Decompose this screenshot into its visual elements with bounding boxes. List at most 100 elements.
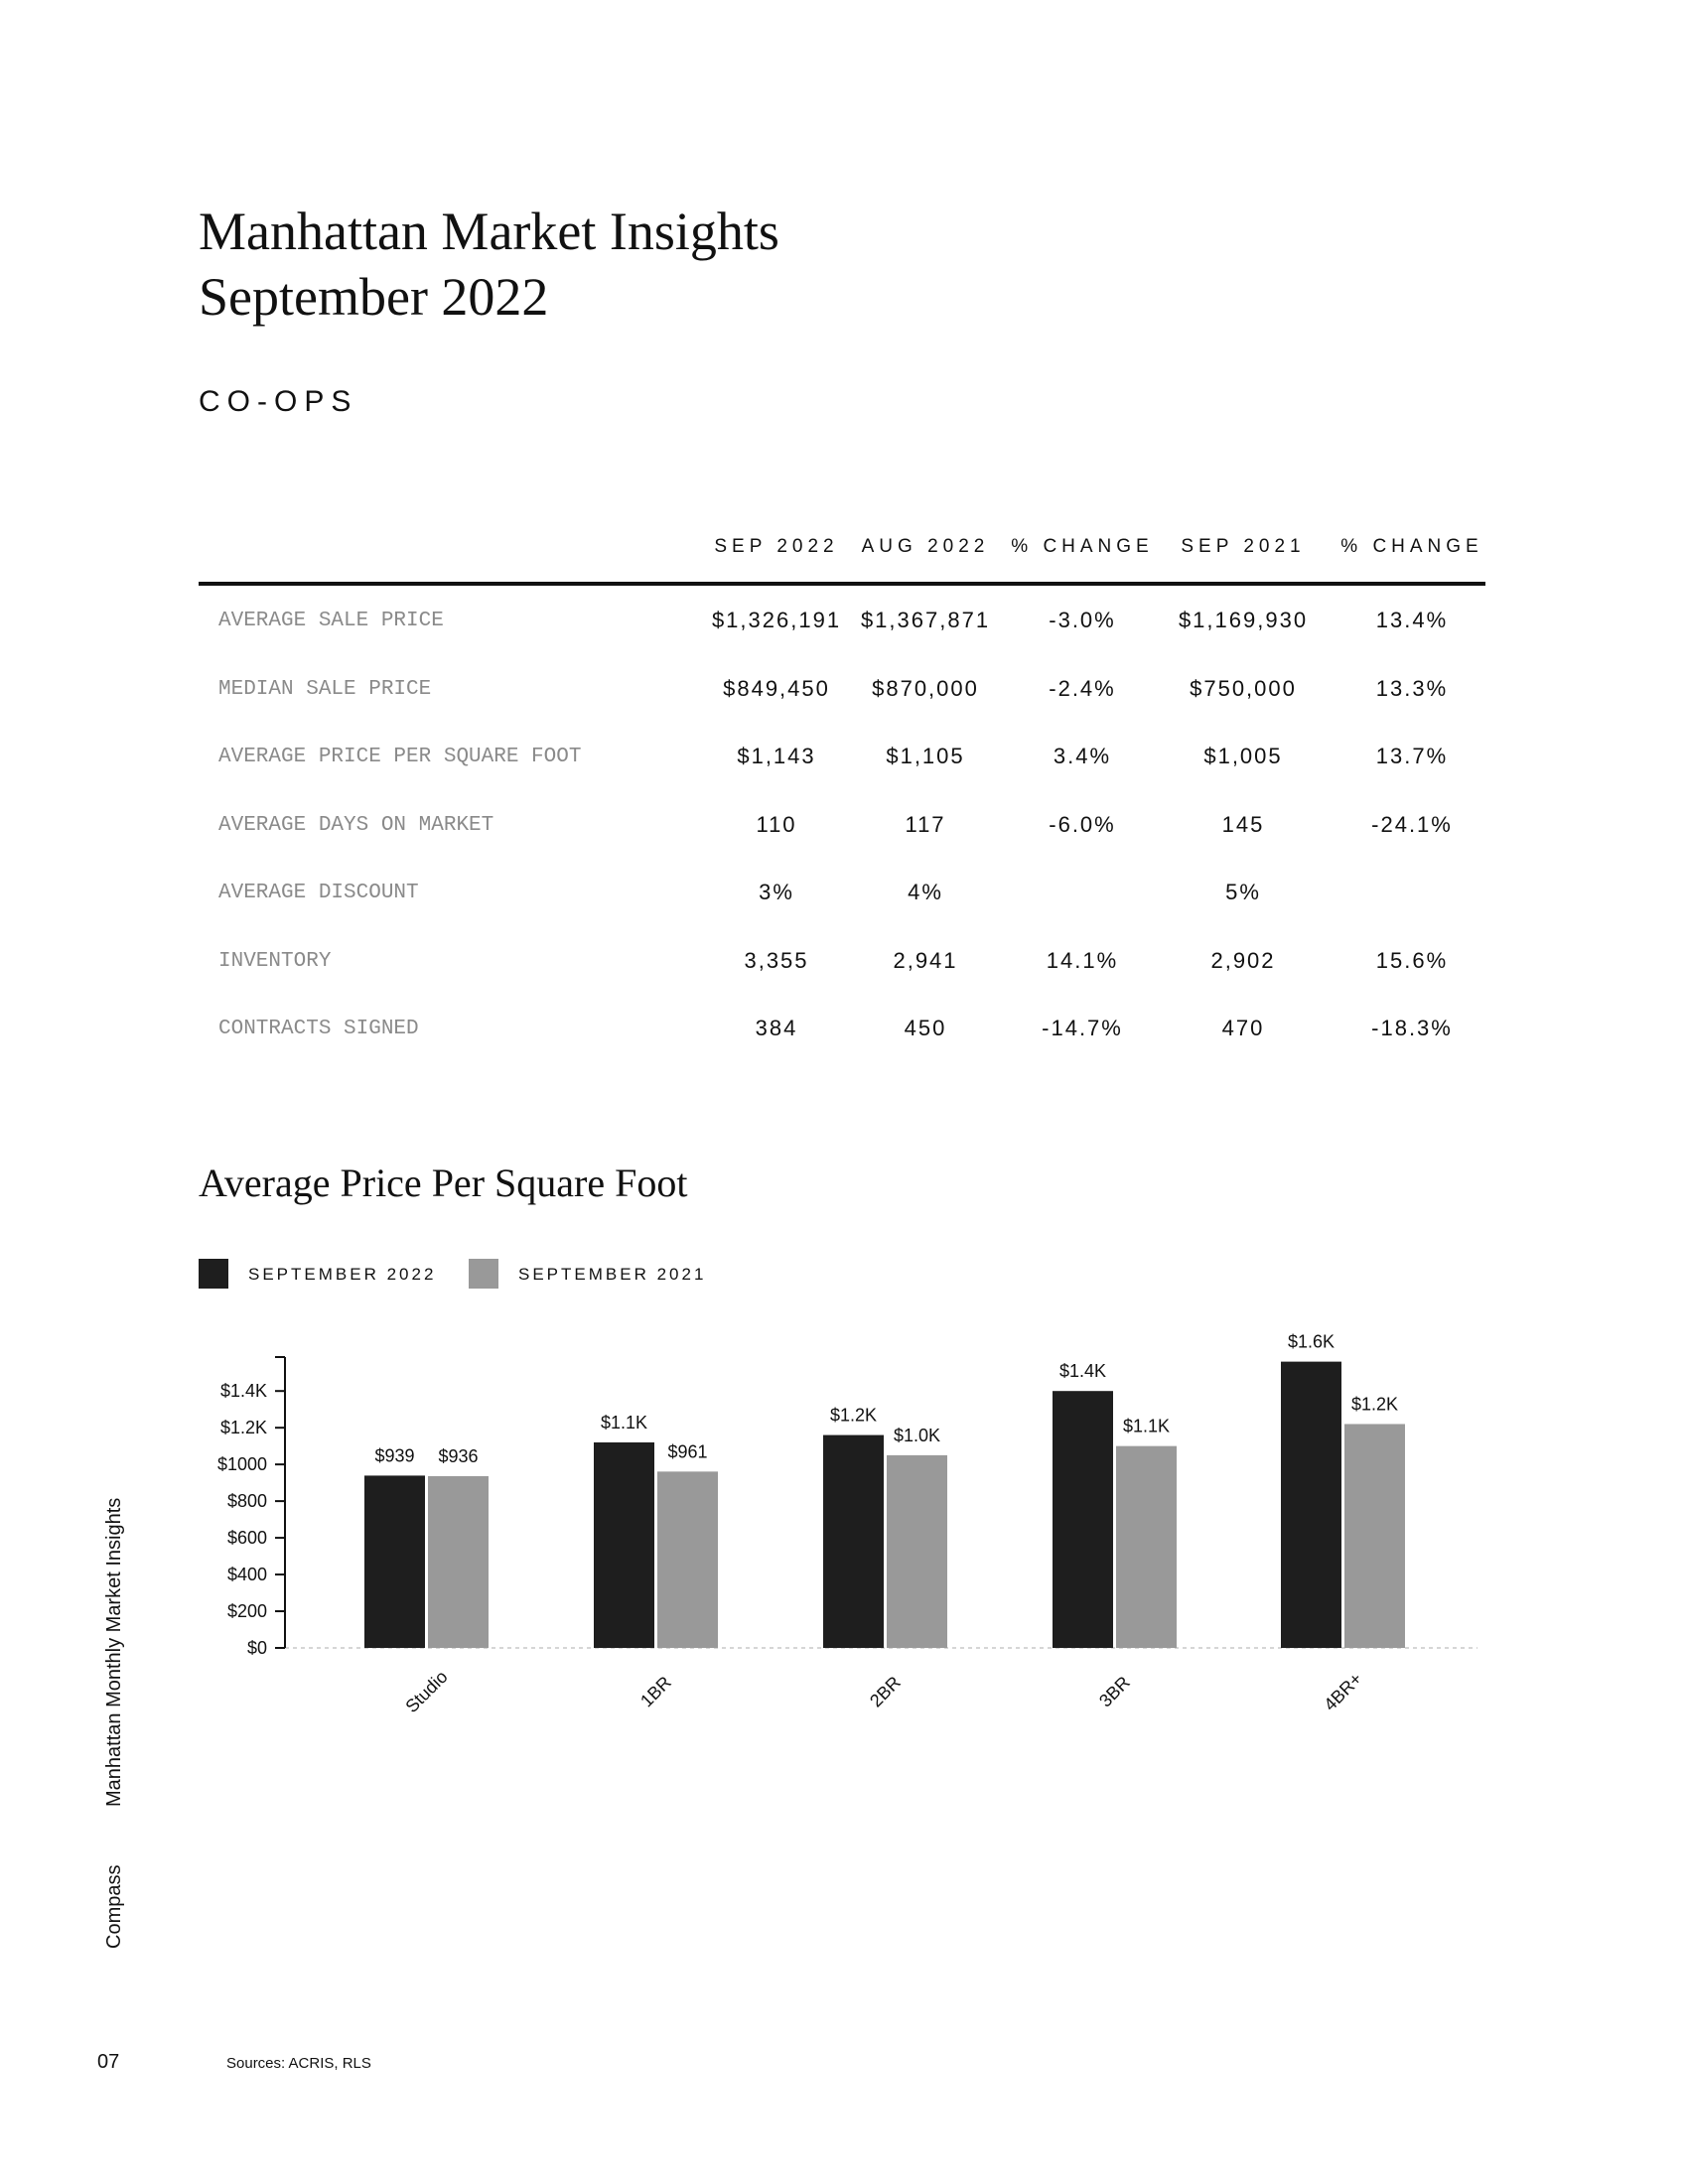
y-tick-label: $400 — [227, 1565, 267, 1584]
row-label: INVENTORY — [218, 949, 332, 973]
table-header: SEP 2022 AUG 2022 % CHANGE SEP 2021 % CH… — [199, 536, 1485, 572]
row-label: AVERAGE DISCOUNT — [218, 882, 419, 904]
table-cell: 110 — [756, 811, 797, 837]
chart-title: Average Price Per Square Foot — [199, 1160, 688, 1205]
table-cell: 2,941 — [893, 947, 958, 973]
table-cell: 2,902 — [1210, 947, 1276, 973]
table-cell: 384 — [755, 1016, 798, 1040]
metrics-table: AVERAGE SALE PRICE $1,326,191 $1,367,871 -3… — [199, 592, 1485, 1068]
data-label: $1.6K — [1288, 1332, 1335, 1352]
table-cell: 145 — [1221, 811, 1265, 837]
data-label: $939 — [374, 1445, 414, 1465]
table-row: MEDIAN SALE PRICE $849,450 $870,000 -2.4% $7… — [199, 660, 1485, 729]
table-cell: -6.0% — [1049, 811, 1116, 837]
x-tick-label: 2BR — [866, 1673, 905, 1711]
table-cell: 4% — [908, 880, 943, 904]
row-label: MEDIAN SALE PRICE — [218, 677, 432, 701]
table-cell: 5% — [1225, 880, 1261, 904]
x-tick-label: 3BR — [1095, 1673, 1134, 1711]
table-row: AVERAGE PRICE PER SQUARE FOOT $1,143 $1,10… — [199, 728, 1485, 796]
table-cell: $1,105 — [886, 744, 965, 768]
table-cell: -2.4% — [1049, 675, 1116, 701]
data-label: $1.2K — [1351, 1394, 1398, 1414]
bar — [1281, 1361, 1341, 1648]
section-heading: CO-OPS — [199, 385, 358, 418]
row-label: AVERAGE DAYS ON MARKET — [218, 813, 494, 837]
table-cell: $750,000 — [1190, 675, 1297, 701]
table-cell: 13.3% — [1375, 675, 1449, 701]
table-cell: -3.0% — [1049, 608, 1116, 632]
data-label: $1.2K — [830, 1406, 877, 1426]
data-label: $936 — [438, 1446, 478, 1466]
table-cell: 15.6% — [1375, 947, 1449, 973]
table-cell: $1,326,191 — [711, 608, 842, 632]
x-tick-label: Studio — [401, 1667, 451, 1716]
table-row: AVERAGE DISCOUNT 3% 4% 5% — [199, 864, 1485, 932]
table-cell: 14.1% — [1046, 947, 1119, 973]
page-number: 07 — [97, 2051, 120, 2073]
x-tick-label: 1BR — [636, 1673, 675, 1711]
bar — [364, 1475, 425, 1648]
data-label: $1.0K — [894, 1426, 940, 1445]
bar — [657, 1471, 718, 1648]
column-header-change-year: % CHANGE — [1340, 536, 1483, 557]
bar — [1053, 1391, 1113, 1648]
y-tick-label: $0 — [247, 1638, 267, 1658]
table-cell: 3,355 — [744, 947, 809, 973]
data-label: $1.1K — [1123, 1417, 1170, 1436]
y-tick-label: $200 — [227, 1601, 267, 1621]
bar — [823, 1434, 884, 1648]
legend-swatch-sep-2022 — [199, 1259, 228, 1289]
page-title: Manhattan Market Insights September 2022 — [199, 199, 779, 330]
column-header-sep-2022: SEP 2022 — [714, 536, 839, 557]
table-cell: $1,367,871 — [860, 608, 991, 632]
table-row: INVENTORY 3,355 2,941 14.1% 2,902 15.6% — [199, 932, 1485, 1001]
data-label: $1.4K — [1059, 1361, 1106, 1381]
table-cell: $1,169,930 — [1178, 608, 1309, 632]
table-cell: $849,450 — [723, 675, 830, 701]
vertical-brand: Compass — [103, 1864, 125, 1949]
table-cell: $870,000 — [872, 675, 979, 701]
column-header-sep-2021: SEP 2021 — [1181, 536, 1306, 557]
table-cell: -18.3% — [1371, 1016, 1453, 1040]
y-tick-label: $600 — [227, 1528, 267, 1548]
vertical-report-title: Manhattan Monthly Market Insights — [103, 1497, 125, 1807]
table-cell: $1,005 — [1203, 744, 1283, 768]
y-tick-label: $1000 — [217, 1454, 267, 1474]
y-tick-label: $1.2K — [220, 1418, 267, 1437]
sources-note: Sources: ACRIS, RLS — [226, 2055, 371, 2072]
table-cell: 470 — [1221, 1016, 1265, 1040]
column-header-change-month: % CHANGE — [1011, 536, 1154, 557]
data-label: $1.1K — [601, 1413, 647, 1433]
bar — [887, 1454, 947, 1648]
data-label: $961 — [667, 1441, 707, 1461]
table-cell: -14.7% — [1042, 1016, 1123, 1040]
column-header-aug-2022: AUG 2022 — [861, 536, 990, 557]
table-cell: 3% — [759, 880, 794, 904]
title-line-1: Manhattan Market Insights — [199, 202, 779, 261]
bar — [594, 1441, 654, 1648]
table-cell: -24.1% — [1371, 811, 1453, 837]
title-line-2: September 2022 — [199, 267, 549, 327]
table-cell: $1,143 — [737, 744, 816, 768]
y-tick-label: $800 — [227, 1491, 267, 1511]
table-cell: 13.4% — [1375, 608, 1449, 632]
table-row: AVERAGE SALE PRICE $1,326,191 $1,367,871 -3… — [199, 592, 1485, 660]
table-row: CONTRACTS SIGNED 384 450 -14.7% 470 -18.3% — [199, 1000, 1485, 1068]
table-row: AVERAGE DAYS ON MARKET 110 117 -6.0% 145 -24.… — [199, 796, 1485, 865]
x-tick-label: 4BR+ — [1320, 1669, 1365, 1714]
legend-swatch-sep-2021 — [469, 1259, 498, 1289]
table-cell: 117 — [905, 811, 946, 837]
legend-label-sep-2021: SEPTEMBER 2021 — [518, 1265, 707, 1284]
row-label: CONTRACTS SIGNED — [218, 1018, 419, 1040]
row-label: AVERAGE SALE PRICE — [218, 610, 444, 632]
row-label: AVERAGE PRICE PER SQUARE FOOT — [218, 746, 582, 768]
table-cell: 450 — [904, 1016, 947, 1040]
table-header-rule — [199, 582, 1485, 586]
bar — [428, 1475, 489, 1648]
bar — [1344, 1424, 1405, 1648]
table-cell: 3.4% — [1053, 744, 1112, 768]
bar — [1116, 1445, 1177, 1648]
y-tick-label: $1.4K — [220, 1381, 267, 1401]
